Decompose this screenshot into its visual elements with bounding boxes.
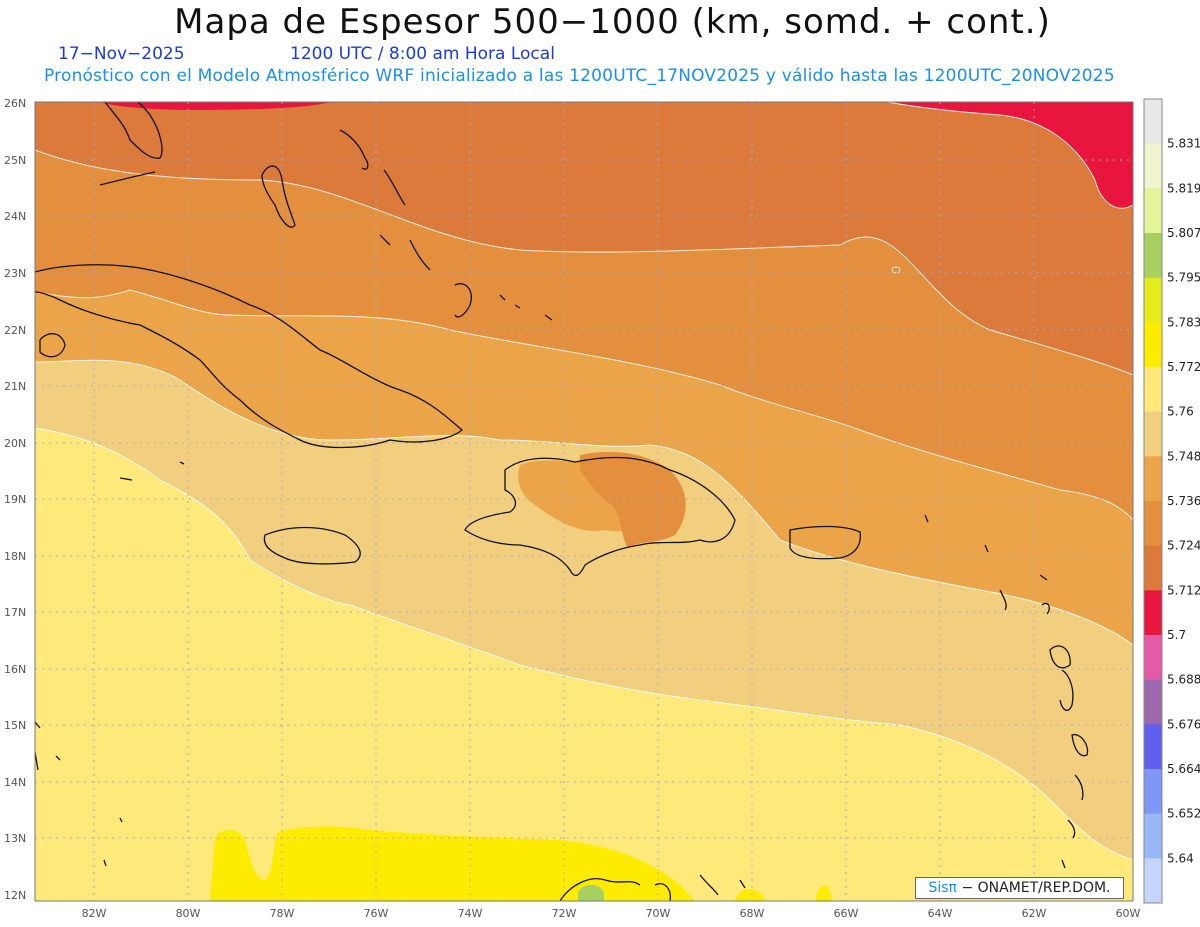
colorbar-label: 5.64 bbox=[1167, 851, 1194, 865]
colorbar-label: 5.772 bbox=[1167, 360, 1200, 374]
colorbar-swatch bbox=[1144, 858, 1162, 904]
lat-label-14n: 14N bbox=[4, 776, 26, 789]
lat-label-26n: 26N bbox=[4, 97, 26, 110]
colorbar-label: 5.7 bbox=[1167, 628, 1186, 642]
jamaica bbox=[263, 526, 361, 565]
lat-label-20n: 20N bbox=[4, 437, 26, 450]
credit-box: Sisπ − ONAMET/REP.DOM. bbox=[915, 877, 1124, 899]
lat-label-21n: 21N bbox=[4, 380, 26, 393]
lon-label-70w: 70W bbox=[646, 907, 671, 920]
isla-juventud bbox=[39, 333, 66, 358]
credit-brand: Sisπ bbox=[928, 880, 957, 896]
lat-label-25n: 25N bbox=[4, 154, 26, 167]
colorbar-label: 5.819 bbox=[1167, 181, 1200, 195]
colorbar-frame bbox=[1143, 98, 1163, 904]
colorbar-swatch bbox=[1144, 367, 1162, 413]
hispaniola bbox=[464, 456, 736, 577]
colorbar-label: 5.76 bbox=[1167, 405, 1194, 419]
cuba-coast bbox=[35, 264, 464, 449]
lon-label-60w: 60W bbox=[1116, 907, 1141, 920]
lat-label-17n: 17N bbox=[4, 606, 26, 619]
colorbar-label: 5.724 bbox=[1167, 539, 1200, 553]
colorbar-swatch bbox=[1144, 99, 1162, 145]
lon-label-76w: 76W bbox=[364, 907, 389, 920]
florida-coast bbox=[104, 102, 163, 159]
credit-org: − ONAMET/REP.DOM. bbox=[961, 880, 1111, 896]
colorbar-swatch bbox=[1144, 635, 1162, 681]
colorbar-label: 5.664 bbox=[1167, 762, 1200, 776]
lat-label-18n: 18N bbox=[4, 550, 26, 563]
lat-label-24n: 24N bbox=[4, 210, 26, 223]
band-5700-nw bbox=[100, 102, 330, 110]
small-keys bbox=[55, 461, 185, 867]
band-5760 bbox=[35, 428, 1133, 901]
colorbar-swatch bbox=[1144, 456, 1162, 502]
lat-label-19n: 19N bbox=[4, 493, 26, 506]
map-frame bbox=[34, 101, 1134, 902]
puerto-rico bbox=[789, 525, 861, 560]
lesser-antilles bbox=[924, 514, 1089, 891]
lon-label-66w: 66W bbox=[834, 907, 859, 920]
colorbar-label: 5.795 bbox=[1167, 271, 1200, 285]
south-america-coast bbox=[559, 874, 746, 901]
lat-label-15n: 15N bbox=[4, 719, 26, 732]
colorbar-swatch bbox=[1144, 679, 1162, 725]
latitude-labels: 26N 25N 24N 23N 22N 21N 20N 19N 18N 17N … bbox=[4, 97, 26, 902]
map-fill-layer bbox=[35, 102, 1133, 901]
bahamas-islands bbox=[379, 234, 553, 321]
bahamas-abaco bbox=[339, 129, 369, 170]
lat-label-23n: 23N bbox=[4, 267, 26, 280]
band-hispaniola-core bbox=[580, 451, 686, 548]
colorbar-swatch bbox=[1144, 724, 1162, 770]
colorbar-label: 5.652 bbox=[1167, 807, 1200, 821]
colorbar-swatch bbox=[1144, 322, 1162, 368]
lat-label-13n: 13N bbox=[4, 832, 26, 845]
colorbar-label: 5.676 bbox=[1167, 717, 1200, 731]
map-title: Mapa de Espesor 500−1000 (km, somd. + co… bbox=[174, 2, 1051, 42]
colorbar-swatch bbox=[1144, 590, 1162, 636]
colorbar-label: 5.712 bbox=[1167, 583, 1200, 597]
colorbar-label: 5.831 bbox=[1167, 137, 1200, 151]
bahamas-andros bbox=[261, 165, 296, 228]
lat-label-16n: 16N bbox=[4, 663, 26, 676]
band-5783 bbox=[578, 884, 604, 901]
lat-label-12n: 12N bbox=[4, 889, 26, 902]
lon-label-80w: 80W bbox=[176, 907, 201, 920]
lon-label-72w: 72W bbox=[552, 907, 577, 920]
band-5772 bbox=[210, 826, 832, 901]
florida-keys bbox=[99, 171, 156, 186]
colorbar-swatch bbox=[1144, 277, 1162, 323]
colorbar-swatch bbox=[1144, 501, 1162, 547]
colorbar-swatch bbox=[1144, 188, 1162, 234]
forecast-time: 1200 UTC / 8:00 am Hora Local bbox=[290, 44, 555, 64]
colorbar-label: 5.748 bbox=[1167, 449, 1200, 463]
colorbar-swatch bbox=[1144, 411, 1162, 457]
colorbar-swatch bbox=[1144, 143, 1162, 189]
lat-lon-grid bbox=[35, 102, 1133, 901]
colorbar-label: 5.736 bbox=[1167, 494, 1200, 508]
band-5700-north bbox=[888, 102, 1133, 209]
colorbar-swatch bbox=[1144, 233, 1162, 279]
colorbar-swatch bbox=[1144, 769, 1162, 815]
colorbar-label: 5.688 bbox=[1167, 673, 1200, 687]
colorbar-label: 5.807 bbox=[1167, 226, 1200, 240]
colorbar-swatch bbox=[1144, 813, 1162, 859]
lon-label-62w: 62W bbox=[1022, 907, 1047, 920]
lon-label-68w: 68W bbox=[740, 907, 765, 920]
lat-label-22n: 22N bbox=[4, 324, 26, 337]
forecast-description: Pronóstico con el Modelo Atmosférico WRF… bbox=[44, 66, 1115, 86]
longitude-labels: 82W 80W 78W 76W 74W 72W 70W 68W 66W 64W … bbox=[82, 907, 1141, 920]
lon-label-74w: 74W bbox=[458, 907, 483, 920]
lon-label-64w: 64W bbox=[928, 907, 953, 920]
colorbar: 5.831 5.819 5.807 5.795 5.783 5.772 5.76 5.748 5… bbox=[1143, 98, 1200, 904]
colorbar-swatch bbox=[1144, 545, 1162, 591]
lon-label-78w: 78W bbox=[270, 907, 295, 920]
bahamas-eleuthera bbox=[383, 169, 406, 206]
forecast-date: 17−Nov−2025 bbox=[58, 44, 185, 64]
lon-label-82w: 82W bbox=[82, 907, 107, 920]
colorbar-label: 5.783 bbox=[1167, 315, 1200, 329]
